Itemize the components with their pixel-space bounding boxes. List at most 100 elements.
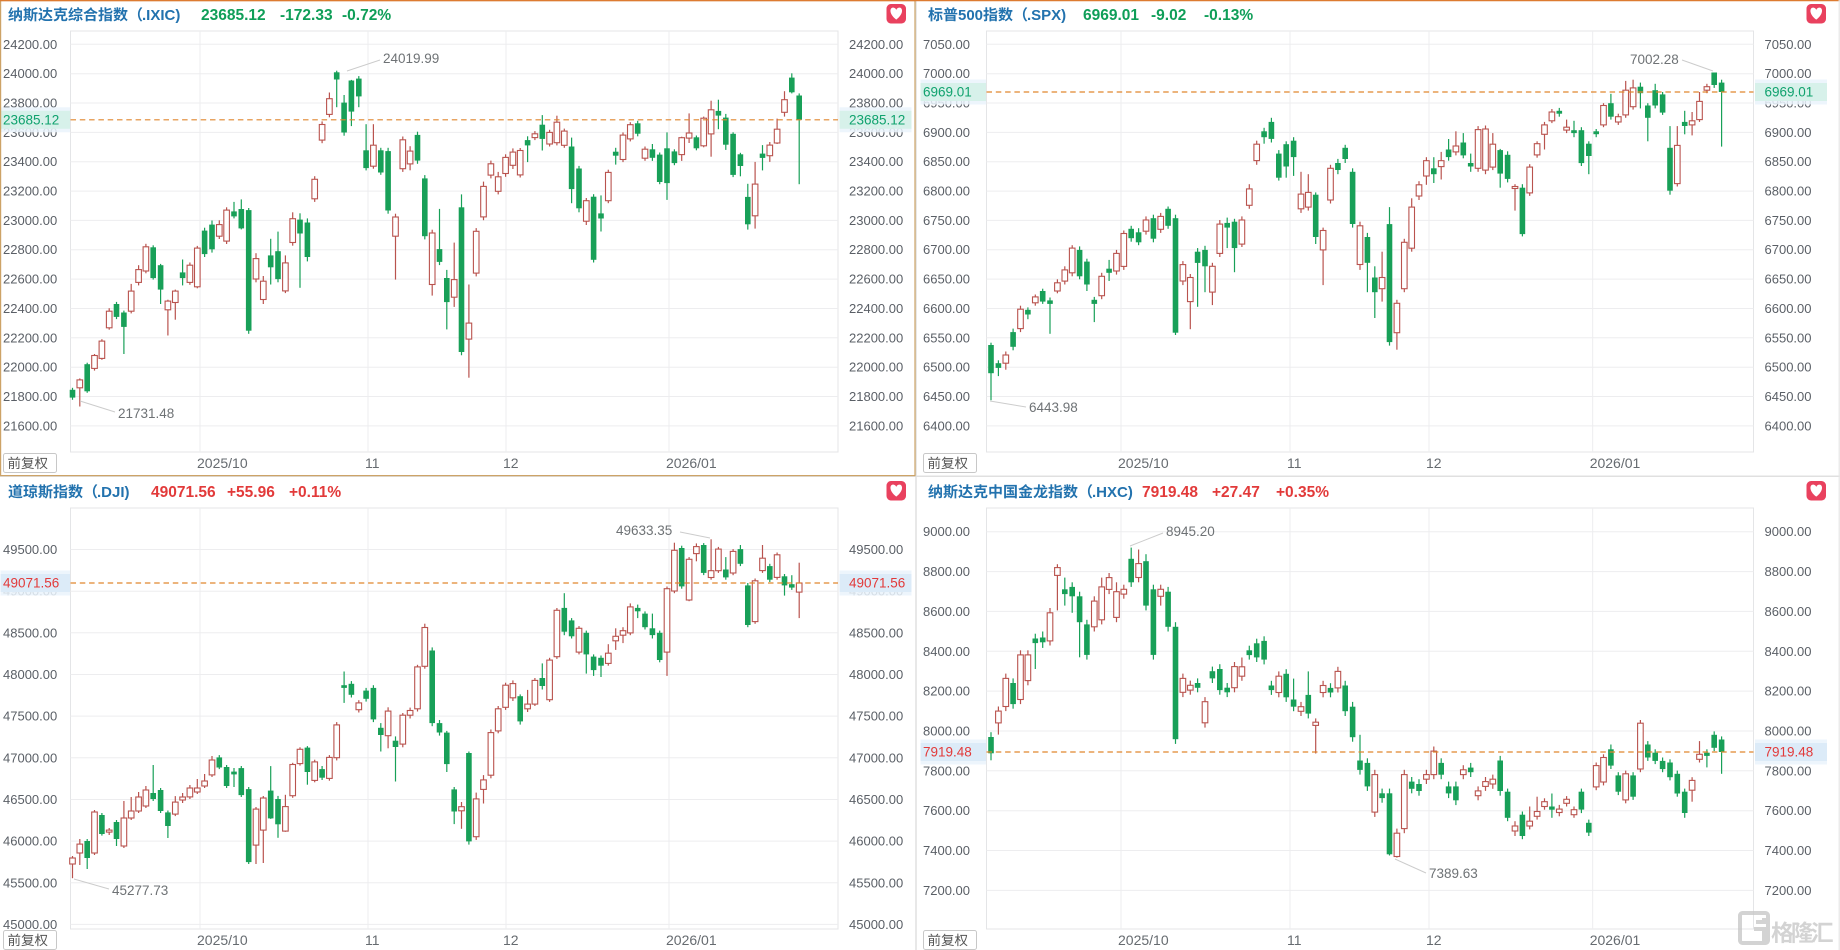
svg-text:48500.00: 48500.00	[849, 625, 903, 640]
svg-text:6850.00: 6850.00	[1765, 154, 1812, 169]
svg-text:22200.00: 22200.00	[3, 330, 57, 345]
svg-text:12: 12	[1426, 932, 1442, 948]
svg-text:21600.00: 21600.00	[3, 418, 57, 433]
svg-text:23400.00: 23400.00	[849, 154, 903, 169]
svg-text:12: 12	[503, 455, 519, 471]
svg-text:24000.00: 24000.00	[849, 66, 903, 81]
svg-text:8600.00: 8600.00	[1765, 604, 1812, 619]
svg-text:21731.48: 21731.48	[118, 406, 174, 421]
svg-text:7919.48: 7919.48	[923, 745, 972, 760]
svg-text:47000.00: 47000.00	[849, 750, 903, 765]
svg-text:8400.00: 8400.00	[923, 644, 970, 659]
svg-text:6700.00: 6700.00	[923, 242, 970, 257]
svg-text:22000.00: 22000.00	[3, 360, 57, 375]
svg-text:6969.01: 6969.01	[1083, 7, 1139, 24]
svg-text:7400.00: 7400.00	[923, 843, 970, 858]
svg-text:6550.00: 6550.00	[1765, 330, 1812, 345]
svg-text:6400.00: 6400.00	[1765, 418, 1812, 433]
svg-text:23685.12: 23685.12	[3, 112, 59, 127]
svg-text:23200.00: 23200.00	[3, 184, 57, 199]
svg-text:7400.00: 7400.00	[1765, 843, 1812, 858]
svg-text:6750.00: 6750.00	[923, 213, 970, 228]
svg-text:21800.00: 21800.00	[3, 389, 57, 404]
svg-text:-172.33: -172.33	[280, 7, 333, 24]
svg-text:6500.00: 6500.00	[923, 360, 970, 375]
svg-text:48500.00: 48500.00	[3, 625, 57, 640]
svg-text:11: 11	[365, 932, 380, 948]
svg-text:12: 12	[1426, 455, 1442, 471]
svg-text:49500.00: 49500.00	[3, 542, 57, 557]
svg-text:7000.00: 7000.00	[923, 66, 970, 81]
svg-text:2026/01: 2026/01	[666, 455, 717, 471]
svg-text:9000.00: 9000.00	[923, 524, 970, 539]
svg-text:6850.00: 6850.00	[923, 154, 970, 169]
svg-text:45500.00: 45500.00	[849, 875, 903, 890]
svg-text:46000.00: 46000.00	[849, 834, 903, 849]
svg-text:8200.00: 8200.00	[1765, 684, 1812, 699]
svg-text:2025/10: 2025/10	[197, 455, 248, 471]
svg-text:2026/01: 2026/01	[1590, 455, 1641, 471]
svg-text:46000.00: 46000.00	[3, 834, 57, 849]
svg-text:8000.00: 8000.00	[1765, 724, 1812, 739]
svg-text:6900.00: 6900.00	[923, 125, 970, 140]
svg-text:6700.00: 6700.00	[1765, 242, 1812, 257]
svg-text:7600.00: 7600.00	[1765, 803, 1812, 818]
svg-text:22600.00: 22600.00	[849, 272, 903, 287]
svg-text:46500.00: 46500.00	[849, 792, 903, 807]
svg-text:7919.48: 7919.48	[1765, 745, 1814, 760]
svg-text:23800.00: 23800.00	[849, 96, 903, 111]
svg-text:8800.00: 8800.00	[923, 564, 970, 579]
svg-text:-9.02: -9.02	[1151, 7, 1186, 24]
svg-text:6450.00: 6450.00	[923, 389, 970, 404]
svg-text:49500.00: 49500.00	[849, 542, 903, 557]
svg-text:8200.00: 8200.00	[923, 684, 970, 699]
svg-text:24019.99: 24019.99	[383, 51, 439, 66]
svg-text:8945.20: 8945.20	[1166, 524, 1215, 539]
svg-text:11: 11	[1287, 455, 1302, 471]
svg-text:.DJI): .DJI)	[97, 484, 130, 501]
svg-text:+27.47: +27.47	[1212, 484, 1260, 501]
svg-text:+55.96: +55.96	[227, 484, 275, 501]
svg-text:7002.28: 7002.28	[1630, 52, 1679, 67]
svg-text:22800.00: 22800.00	[3, 242, 57, 257]
svg-text:24200.00: 24200.00	[3, 37, 57, 52]
svg-text:2025/10: 2025/10	[1118, 932, 1169, 948]
svg-text:47000.00: 47000.00	[3, 750, 57, 765]
svg-text:24200.00: 24200.00	[849, 37, 903, 52]
svg-text:6650.00: 6650.00	[1765, 272, 1812, 287]
svg-text:8000.00: 8000.00	[923, 724, 970, 739]
svg-text:2025/10: 2025/10	[1118, 455, 1169, 471]
svg-text:23000.00: 23000.00	[849, 213, 903, 228]
svg-text:49071.56: 49071.56	[151, 484, 216, 501]
svg-text:2025/10: 2025/10	[197, 932, 248, 948]
svg-text:11: 11	[365, 455, 380, 471]
svg-text:22200.00: 22200.00	[849, 330, 903, 345]
svg-text:49071.56: 49071.56	[849, 576, 905, 591]
svg-text:8400.00: 8400.00	[1765, 644, 1812, 659]
svg-text:45000.00: 45000.00	[3, 917, 57, 932]
svg-text:22000.00: 22000.00	[849, 360, 903, 375]
svg-text:7800.00: 7800.00	[1765, 763, 1812, 778]
svg-text:6800.00: 6800.00	[1765, 184, 1812, 199]
svg-text:7200.00: 7200.00	[1765, 883, 1812, 898]
svg-text:8800.00: 8800.00	[1765, 564, 1812, 579]
svg-text:23685.12: 23685.12	[201, 7, 266, 24]
svg-text:48000.00: 48000.00	[3, 667, 57, 682]
svg-text:47500.00: 47500.00	[849, 709, 903, 724]
svg-text:6600.00: 6600.00	[923, 301, 970, 316]
svg-text:22400.00: 22400.00	[849, 301, 903, 316]
svg-text:6969.01: 6969.01	[923, 85, 972, 100]
svg-text:500: 500	[958, 7, 983, 24]
svg-text:+0.11%: +0.11%	[289, 484, 341, 501]
svg-text:7800.00: 7800.00	[923, 763, 970, 778]
svg-text:12: 12	[503, 932, 519, 948]
svg-text:2026/01: 2026/01	[666, 932, 717, 948]
svg-text:-0.13%: -0.13%	[1204, 7, 1253, 24]
svg-text:7919.48: 7919.48	[1142, 484, 1198, 501]
svg-text:6900.00: 6900.00	[1765, 125, 1812, 140]
svg-text:23200.00: 23200.00	[849, 184, 903, 199]
svg-text:6400.00: 6400.00	[923, 418, 970, 433]
svg-text:6650.00: 6650.00	[923, 272, 970, 287]
svg-text:22600.00: 22600.00	[3, 272, 57, 287]
svg-text:21800.00: 21800.00	[849, 389, 903, 404]
